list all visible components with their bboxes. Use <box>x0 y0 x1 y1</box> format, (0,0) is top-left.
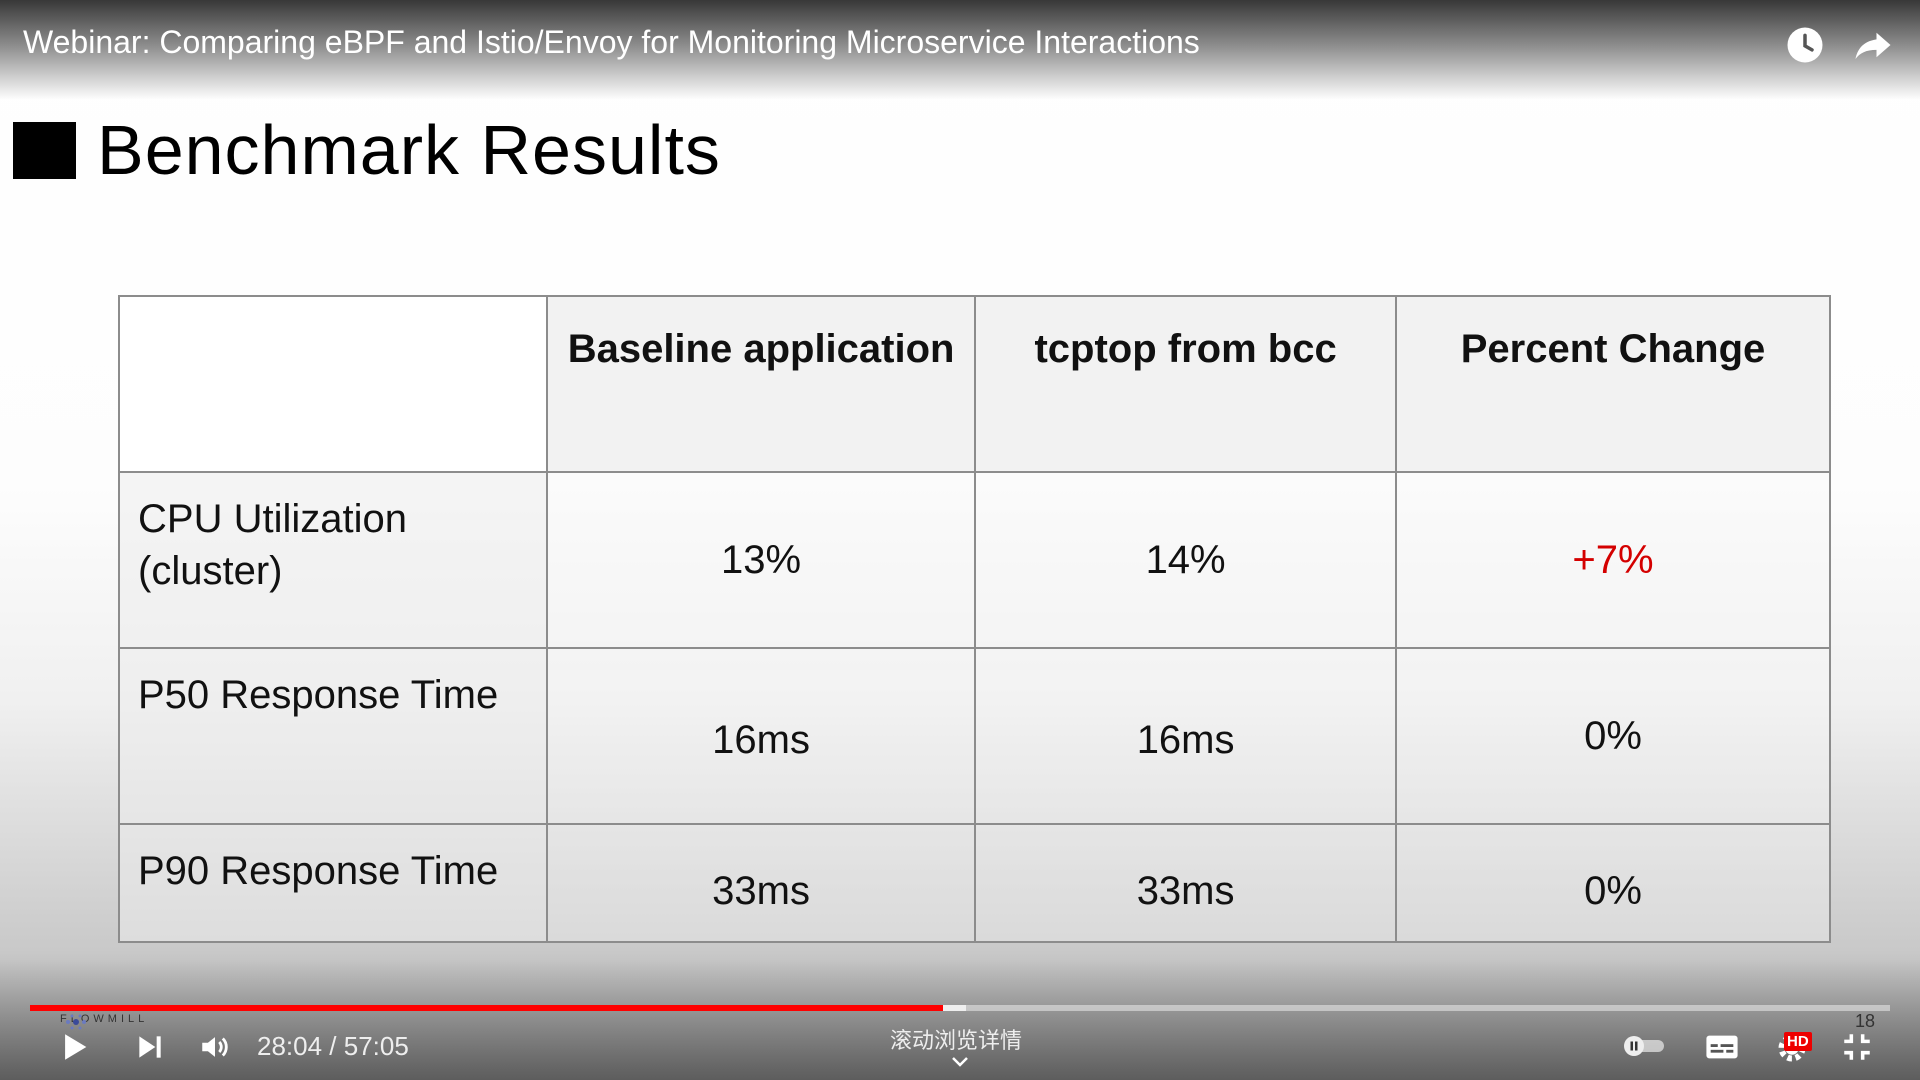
hd-badge: HD <box>1784 1032 1812 1051</box>
share-icon[interactable] <box>1852 24 1894 66</box>
table-row: P50 Response Time 16ms 16ms 0% <box>118 647 1832 825</box>
player-controls-bar <box>0 960 1920 1080</box>
subtitles-icon[interactable] <box>1705 1032 1739 1062</box>
next-icon[interactable] <box>134 1030 166 1064</box>
header-percent-change: Percent Change <box>1394 295 1832 473</box>
volume-icon[interactable] <box>198 1030 232 1064</box>
p90-tcptop-value: 33ms <box>974 823 1397 943</box>
chevron-down-icon[interactable] <box>950 1055 970 1069</box>
scroll-hint[interactable]: 滚动浏览详情 <box>890 1028 1023 1053</box>
table-row: P90 Response Time 33ms 33ms 0% <box>118 823 1832 943</box>
p50-tcptop-value: 16ms <box>974 647 1397 825</box>
p90-change-value: 0% <box>1394 823 1832 943</box>
top-bar: Webinar: Comparing eBPF and Istio/Envoy … <box>0 0 1920 100</box>
header-baseline: Baseline application <box>545 295 977 473</box>
p50-baseline-value: 16ms <box>545 647 977 825</box>
row-label-p50: P50 Response Time <box>118 647 548 825</box>
header-corner-cell <box>118 295 548 473</box>
progress-bar[interactable] <box>30 1005 1890 1011</box>
cpu-change-value: +7% <box>1394 471 1832 649</box>
p50-change-value: 0% <box>1394 647 1832 825</box>
progress-played <box>30 1005 944 1011</box>
p90-baseline-value: 33ms <box>545 823 977 943</box>
brand-logo-icon <box>66 1014 86 1030</box>
row-label-p90: P90 Response Time <box>118 823 548 943</box>
benchmark-table: Baseline application tcptop from bcc Per… <box>118 295 1832 943</box>
row-label-cpu: CPU Utilization (cluster) <box>118 471 548 649</box>
table-header-row: Baseline application tcptop from bcc Per… <box>118 295 1832 473</box>
cpu-baseline-value: 13% <box>545 471 977 649</box>
table-row: CPU Utilization (cluster) 13% 14% +7% <box>118 471 1832 649</box>
cpu-tcptop-value: 14% <box>974 471 1397 649</box>
watch-later-icon[interactable] <box>1784 24 1826 66</box>
exit-fullscreen-icon[interactable] <box>1840 1030 1874 1064</box>
video-title[interactable]: Webinar: Comparing eBPF and Istio/Envoy … <box>23 24 1200 60</box>
frame-counter: 18 <box>1855 1011 1876 1031</box>
play-icon[interactable] <box>58 1028 92 1066</box>
time-display: 28:04 / 57:05 <box>257 1031 409 1061</box>
header-tcptop: tcptop from bcc <box>974 295 1397 473</box>
autoplay-toggle[interactable] <box>1622 1034 1668 1058</box>
slide-title: Benchmark Results <box>97 111 721 189</box>
title-bullet-square <box>13 122 76 179</box>
